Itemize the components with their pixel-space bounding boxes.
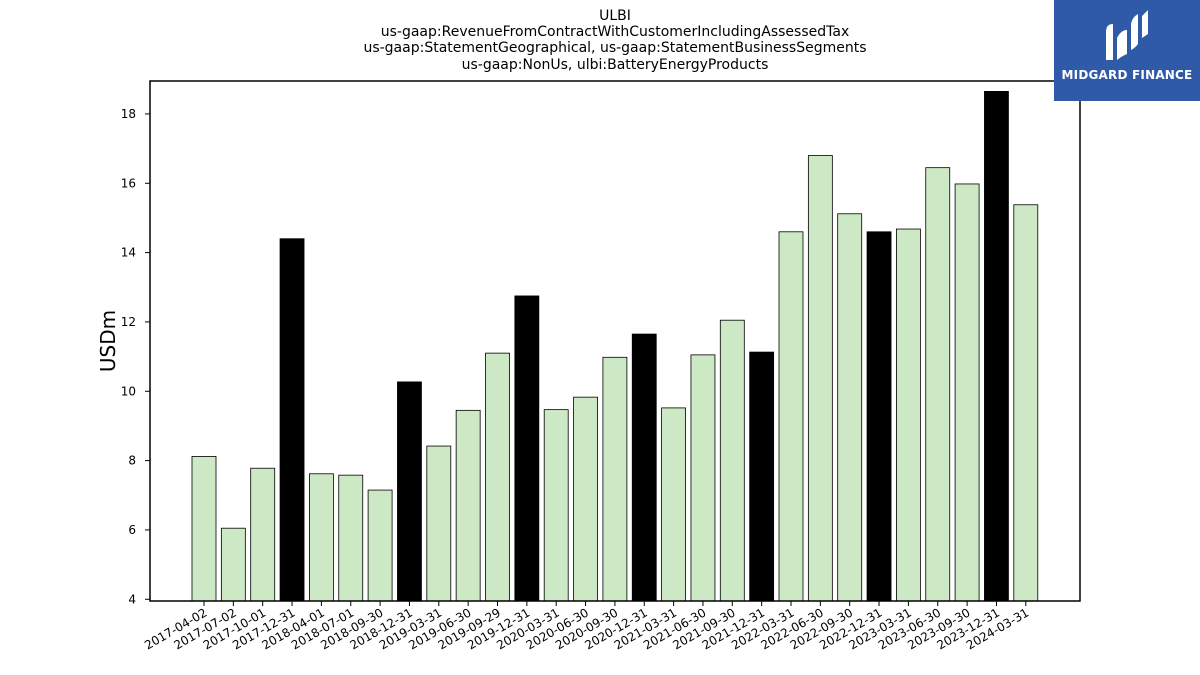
- bar: [925, 167, 951, 602]
- bar: [279, 238, 305, 602]
- bar: [866, 231, 892, 602]
- y-axis: 4 6 8 10 12 14 16 18: [121, 107, 150, 606]
- bar: [954, 183, 980, 602]
- y-tick-label: 12: [121, 315, 136, 329]
- y-tick-label: 18: [121, 107, 136, 121]
- bar: [719, 319, 745, 602]
- bar-series: [191, 91, 1039, 602]
- bar: [250, 467, 276, 602]
- bar: [308, 473, 334, 602]
- y-axis-label: USDm: [96, 310, 120, 372]
- bar: [220, 527, 246, 602]
- bar: [1013, 204, 1039, 602]
- bar: [602, 356, 628, 602]
- bar: [778, 231, 804, 602]
- chart-subtitle-line: us-gaap:RevenueFromContractWithCustomerI…: [381, 24, 850, 40]
- bar: [426, 445, 452, 602]
- y-tick-label: 14: [121, 246, 136, 260]
- x-axis: 2017-04-022017-07-022017-10-012017-12-31…: [142, 601, 1031, 652]
- chart-title-line: ULBI: [599, 8, 631, 24]
- y-tick-label: 8: [128, 454, 136, 468]
- bar: [455, 409, 481, 602]
- midgard-finance-logo: MIDGARD FINANCE: [1054, 0, 1200, 101]
- bar: [749, 351, 775, 602]
- chart-title-block: ULBI us-gaap:RevenueFromContractWithCust…: [363, 8, 866, 73]
- logo-text: MIDGARD FINANCE: [1061, 68, 1193, 82]
- y-tick-label: 16: [121, 176, 136, 190]
- bar: [367, 489, 393, 602]
- bar: [543, 409, 569, 602]
- bar: [984, 91, 1009, 602]
- logo-mark-icon: [1106, 10, 1148, 60]
- bar: [661, 407, 686, 602]
- bar: [896, 228, 921, 602]
- bar: [397, 381, 422, 602]
- bar: [631, 333, 657, 602]
- chart-subtitle-line: us-gaap:StatementGeographical, us-gaap:S…: [363, 40, 866, 56]
- y-tick-label: 6: [128, 523, 136, 537]
- bar: [573, 396, 598, 602]
- chart-subtitle-line: us-gaap:NonUs, ulbi:BatteryEnergyProduct…: [462, 57, 769, 73]
- y-tick-label: 4: [128, 592, 136, 606]
- bar: [485, 352, 510, 602]
- bar: [807, 155, 833, 602]
- bar: [837, 213, 863, 602]
- bar: [514, 295, 540, 602]
- bar: [191, 456, 217, 602]
- y-tick-label: 10: [121, 384, 136, 398]
- bar: [338, 474, 364, 602]
- bar: [690, 354, 716, 602]
- plot-frame: [149, 80, 1081, 602]
